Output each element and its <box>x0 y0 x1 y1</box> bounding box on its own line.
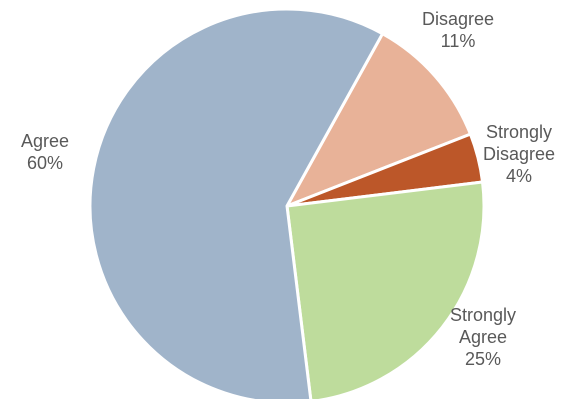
label-strongly-agree-line-2: Agree <box>459 327 507 347</box>
label-strongly-agree-line-1: Strongly <box>450 305 516 325</box>
label-disagree-line-1: Disagree <box>422 9 494 29</box>
label-disagree-line-2: 11% <box>441 31 476 51</box>
label-agree-line-1: Agree <box>21 131 69 151</box>
pie-labels: Disagree 11%Strongly Disagree 4%Strongly Agr… <box>21 9 555 369</box>
label-strongly-disagree: Strongly Disagree 4% <box>483 122 555 186</box>
label-strongly-disagree-line-1: Strongly <box>486 122 552 142</box>
label-strongly-disagree-line-3: 4% <box>506 166 532 186</box>
label-strongly-agree-line-3: 25% <box>465 349 501 369</box>
label-disagree: Disagree 11% <box>422 9 494 51</box>
label-agree: Agree 60% <box>21 131 69 173</box>
label-strongly-disagree-line-2: Disagree <box>483 144 555 164</box>
slice-agree <box>88 7 385 399</box>
label-strongly-agree: Strongly Agree 25% <box>450 305 516 369</box>
pie-slices <box>88 7 486 399</box>
slice-strongly-agree <box>285 180 486 399</box>
label-agree-line-2: 60% <box>27 153 63 173</box>
slice-disagree <box>285 32 472 208</box>
